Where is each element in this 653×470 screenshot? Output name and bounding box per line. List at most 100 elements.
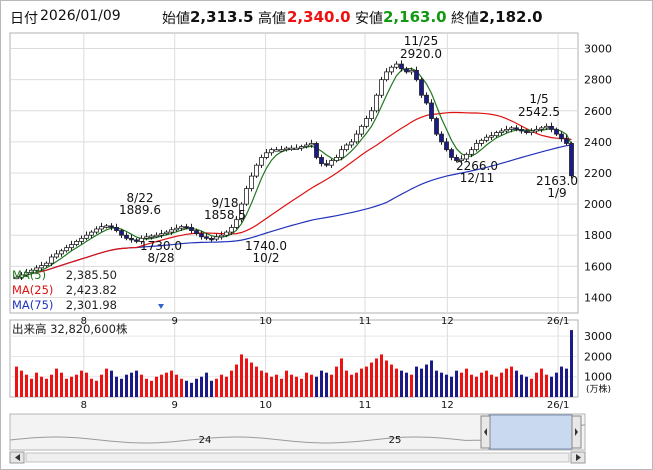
- volume-bar: [150, 380, 153, 397]
- ma5-line: [16, 67, 573, 278]
- ma25-line: [16, 111, 572, 278]
- candle-body: [154, 234, 159, 238]
- volume-bar: [550, 376, 553, 397]
- close-label: 終値: [451, 11, 479, 27]
- volume-bar: [430, 360, 433, 397]
- volume-bar: [390, 364, 393, 397]
- candle-body: [399, 63, 404, 70]
- candle-body: [124, 234, 129, 239]
- volume-bar: [435, 370, 438, 397]
- volume-bar: [85, 372, 88, 397]
- candle-body: [89, 231, 94, 236]
- annotation-date: 12/11: [460, 171, 495, 185]
- candle-body: [319, 157, 324, 165]
- volume-bar: [445, 374, 448, 397]
- marker-triangle: [158, 304, 164, 309]
- volume-bar: [485, 370, 488, 397]
- volume-bar: [185, 380, 188, 397]
- annotation-date: 10/2: [253, 251, 280, 265]
- candle-body: [379, 79, 384, 96]
- x-tick-label: 9: [172, 316, 178, 327]
- annotation-date: 8/22: [127, 191, 154, 205]
- candle-body: [464, 153, 469, 160]
- volume-bar: [160, 374, 163, 397]
- candle-body: [149, 235, 154, 238]
- candle-body: [79, 237, 84, 242]
- price-header: 日付 2026/01/09 始値 2,313.5 高値 2,340.0 安値 2…: [10, 8, 640, 28]
- candle-body: [549, 125, 554, 130]
- candle-body: [534, 129, 539, 132]
- candle-body: [299, 146, 304, 149]
- volume-bar: [410, 374, 413, 397]
- annotation-price: 1858.5: [204, 208, 246, 222]
- x-tick-label: 10: [259, 316, 272, 327]
- candle-body: [19, 274, 24, 278]
- candle-body: [434, 118, 439, 135]
- candle-body: [244, 188, 249, 205]
- price-tick-label: 1800: [584, 229, 612, 242]
- candle-body: [414, 69, 419, 81]
- candle-body: [119, 230, 124, 236]
- candle-body: [449, 149, 454, 158]
- volume-bar: [125, 374, 128, 397]
- volume-bar: [65, 378, 68, 397]
- annotation-date: 11/25: [404, 34, 439, 48]
- candle-body: [269, 149, 274, 154]
- candle-body: [309, 143, 314, 146]
- volume-unit-label: (万株): [586, 383, 611, 395]
- volume-bar: [415, 366, 418, 397]
- volume-bar: [490, 374, 493, 397]
- candle-body: [84, 234, 89, 239]
- volume-bar: [325, 372, 328, 397]
- candle-body: [59, 250, 64, 255]
- candle-body: [69, 244, 74, 249]
- candle-body: [114, 227, 119, 231]
- annotation-date: 8/28: [148, 251, 175, 265]
- volume-bar: [140, 374, 143, 397]
- candle-body: [404, 68, 409, 73]
- candle-body: [239, 203, 244, 221]
- candle-body: [284, 147, 289, 151]
- volume-bar: [345, 370, 348, 397]
- volume-bar: [220, 374, 223, 397]
- candle-body: [129, 237, 134, 241]
- volume-bar: [235, 364, 238, 397]
- volume-bar: [15, 366, 18, 397]
- open-label: 始値: [162, 11, 190, 27]
- legend-label: MA(75): [12, 298, 53, 312]
- volume-bar: [540, 368, 543, 397]
- volume-bar: [405, 372, 408, 397]
- volume-bar: [200, 376, 203, 397]
- handle-right-arrow-icon: [575, 428, 578, 436]
- volume-bar: [90, 378, 93, 397]
- volume-bar: [350, 374, 353, 397]
- candle-body: [234, 219, 239, 228]
- volume-bar: [300, 378, 303, 397]
- volume-bar: [50, 374, 53, 397]
- volume-bar: [330, 374, 333, 397]
- close-value: 2,182.0: [479, 8, 543, 26]
- volume-bar: [450, 376, 453, 397]
- candle-body: [519, 129, 524, 132]
- candle-body: [364, 118, 369, 127]
- price-tick-label: 2400: [584, 136, 612, 149]
- volume-bar: [500, 372, 503, 397]
- volume-tick-label: 3000: [584, 330, 612, 343]
- candle-body: [544, 125, 549, 129]
- candle-body: [34, 267, 39, 271]
- volume-bar: [360, 368, 363, 397]
- candle-body: [224, 231, 229, 236]
- candle-body: [289, 147, 294, 151]
- candle-body: [54, 253, 59, 258]
- candle-body: [139, 237, 144, 242]
- volume-bar: [370, 362, 373, 397]
- price-tick-label: 3000: [584, 43, 612, 56]
- volume-bar: [310, 374, 313, 397]
- volume-bar: [120, 378, 123, 397]
- candle-body: [339, 149, 344, 158]
- navigator-selection[interactable]: [488, 414, 573, 450]
- volume-bar: [135, 370, 138, 397]
- scroll-track[interactable]: [25, 452, 570, 463]
- candle-body: [504, 129, 509, 132]
- volume-bar: [270, 376, 273, 397]
